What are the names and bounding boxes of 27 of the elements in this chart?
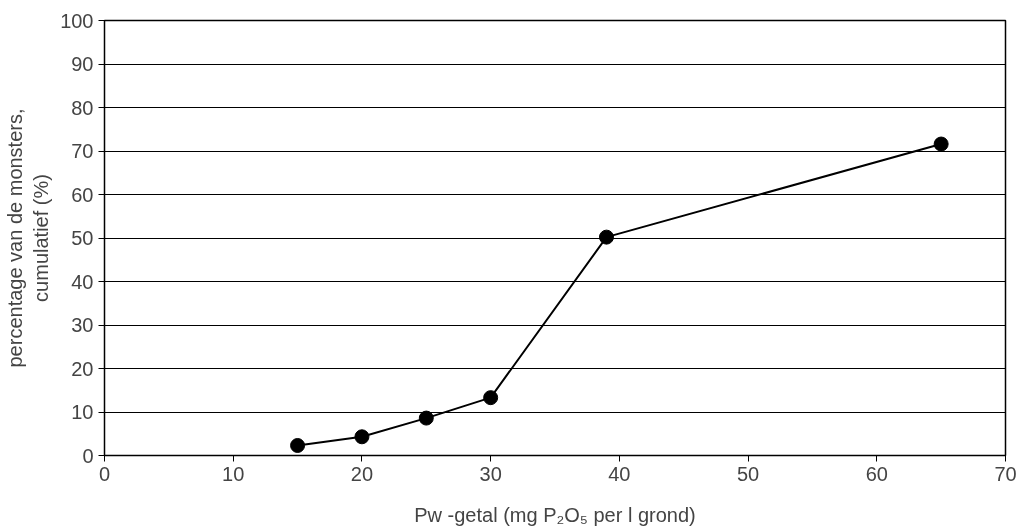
y-tick-label: 40	[71, 270, 94, 293]
y-tick-label: 80	[71, 96, 94, 119]
y-tick-label: 30	[71, 314, 94, 336]
point	[418, 410, 434, 426]
x-tick-label: 60	[865, 462, 888, 485]
x-tick-label: 10	[222, 462, 245, 485]
x-tick-label: 20	[350, 462, 374, 485]
point	[354, 429, 370, 445]
point	[483, 390, 499, 406]
y-tick-label: 0	[82, 444, 94, 467]
x-tick-label: 0	[98, 462, 111, 485]
point	[290, 438, 306, 453]
y-tick-label: 60	[71, 183, 94, 206]
y-axis-title: percentage van de monsters, cumulatief (%)	[3, 108, 53, 368]
y-tick-label: 100	[60, 9, 94, 32]
x-tick-label: 40	[608, 462, 631, 485]
x-tick-label: 30	[479, 462, 502, 485]
x-axis-title: Pw -getal (mg P₂O₅ per l grond)	[414, 503, 696, 526]
y-tick-label: 10	[71, 401, 94, 423]
x-tick-label: 50	[736, 462, 760, 485]
y-tick-label: 70	[71, 140, 94, 162]
y-tick-label: 20	[71, 357, 94, 380]
y-tick-label: 90	[71, 53, 94, 75]
y-tick-label: 50	[71, 227, 94, 249]
point	[598, 229, 614, 245]
point	[933, 136, 949, 152]
x-tick-label: 70	[994, 462, 1017, 485]
